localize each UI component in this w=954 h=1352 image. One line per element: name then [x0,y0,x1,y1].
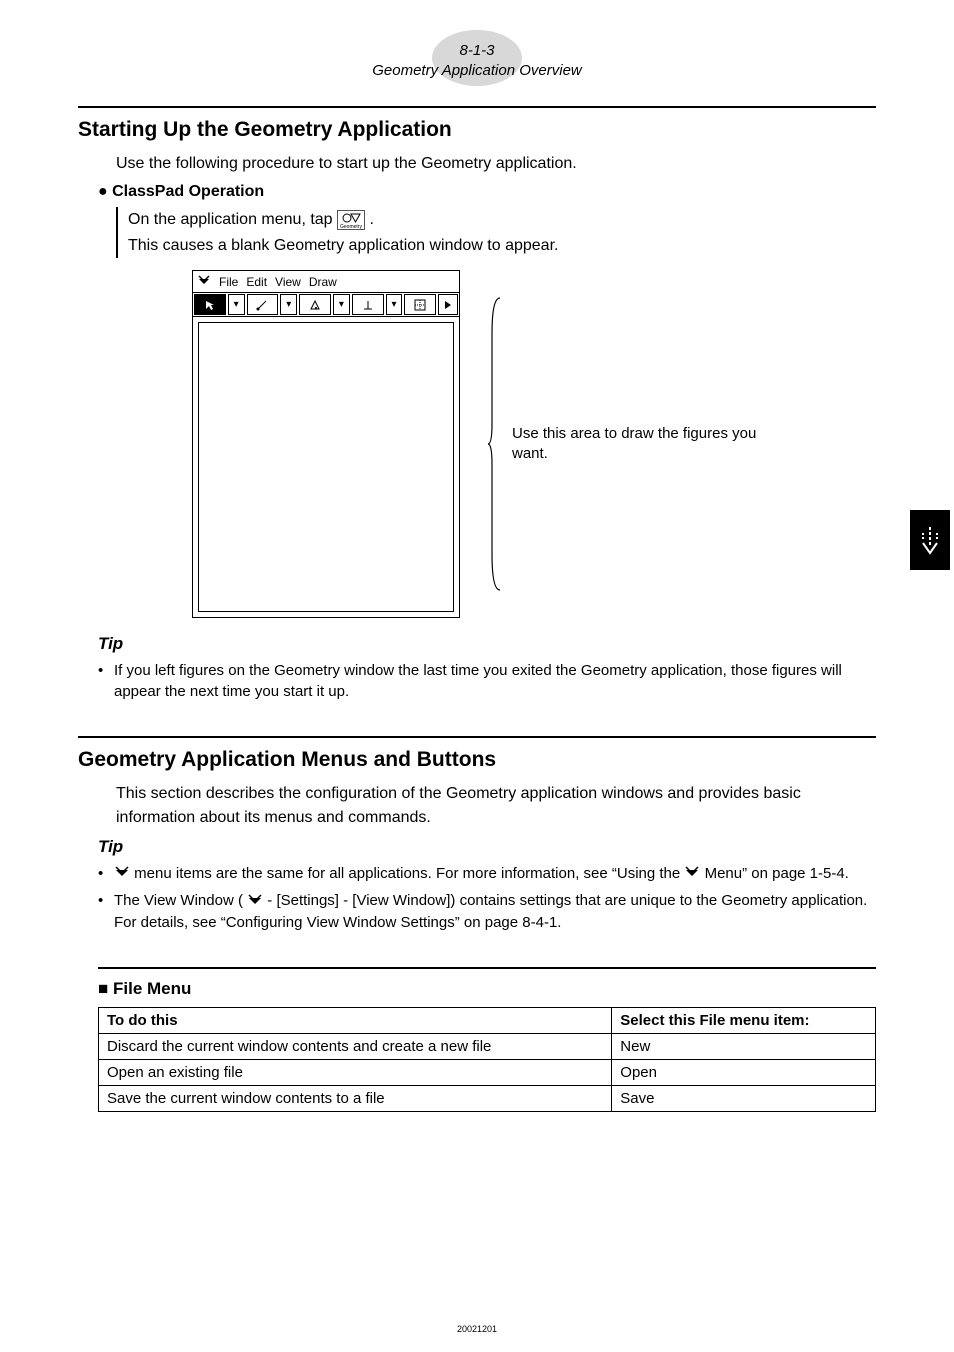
square-bullet: ■ [98,979,113,998]
table-row: Save the current window contents to a fi… [99,1085,876,1111]
toolbar: ▾ ▾ ▾ ▾ [193,293,459,317]
section-rule [78,106,876,108]
tb-arrow-icon[interactable] [194,294,226,315]
header-text: 8-1-3 Geometry Application Overview [78,41,876,80]
menu-file[interactable]: File [219,275,238,289]
settings-menu-icon-inline-2 [684,863,700,884]
tip1-heading: Tip [98,634,876,654]
settings-menu-icon-inline-3 [247,891,263,912]
table-header-row: To do this Select this File menu item: [99,1007,876,1033]
cell-r2c0: Save the current window contents to a fi… [99,1085,612,1111]
section2-intro: This section describes the configuration… [116,782,876,828]
tip2-item-1-body: menu items are the same for all applicat… [114,863,876,885]
app-screenshot: File Edit View Draw ▾ ▾ ▾ ▾ [192,270,460,618]
section-rule-2 [78,736,876,738]
operation-heading-text: ClassPad Operation [112,183,264,200]
tip2-item-2-body: The View Window ( - [Settings] - [View W… [114,890,876,933]
tb-dd-1[interactable]: ▾ [228,294,245,315]
footer-code: 20021201 [0,1324,954,1334]
menu-view[interactable]: View [275,275,301,289]
tb-triangle-icon[interactable] [299,294,331,315]
file-menu-table: To do this Select this File menu item: D… [98,1007,876,1112]
section-number: 8-1-3 [459,42,494,59]
file-menu-heading: ■ File Menu [98,979,876,999]
cell-r2c1: Save [612,1085,876,1111]
cell-r1c1: Open [612,1059,876,1085]
tip2-item-2: • The View Window ( - [Settings] - [View… [98,890,876,933]
figure-caption: Use this area to draw the figures you wa… [512,424,762,465]
col-to-do-this: To do this [99,1007,612,1033]
table-row: Discard the current window contents and … [99,1033,876,1059]
settings-menu-icon-inline-1 [114,863,130,884]
section1-heading: Starting Up the Geometry Application [78,118,876,142]
tb-play-icon[interactable] [438,294,458,315]
cell-r1c0: Open an existing file [99,1059,612,1085]
cell-r0c0: Discard the current window contents and … [99,1033,612,1059]
side-tab [910,510,950,570]
tip2-item1-mid: menu items are the same for all applicat… [134,865,684,882]
tb-perp-icon[interactable] [352,294,384,315]
operation-heading: ● ClassPad Operation [98,183,876,201]
figure-row: File Edit View Draw ▾ ▾ ▾ ▾ [78,270,876,618]
tip2-list: • menu items are the same for all applic… [98,863,876,933]
bullet-dot: • [98,890,114,933]
bullet-dot: • [98,660,114,702]
section-rule-3 [98,967,876,969]
menu-edit[interactable]: Edit [246,275,267,289]
settings-menu-icon[interactable] [197,274,211,289]
tb-dd-3[interactable]: ▾ [333,294,350,315]
section2-heading: Geometry Application Menus and Buttons [78,748,876,772]
cell-r0c1: New [612,1033,876,1059]
menubar: File Edit View Draw [193,271,459,293]
bullet-prefix: ● [98,183,112,200]
page-header: 8-1-3 Geometry Application Overview [78,30,876,80]
tip2-item-1: • menu items are the same for all applic… [98,863,876,885]
drawing-canvas[interactable] [198,322,454,612]
tip2-item1-after: Menu” on page 1-5-4. [705,865,849,882]
geometry-app-icon: Geometry [337,210,365,230]
tip1-list: • If you left figures on the Geometry wi… [98,660,876,702]
brace-icon [486,294,504,594]
col-select-item: Select this File menu item: [612,1007,876,1033]
tb-grid-icon[interactable] [404,294,436,315]
svg-text:Geometry: Geometry [340,224,362,229]
op1-before: On the application menu, tap [128,211,337,228]
bullet-dot: • [98,863,114,885]
menu-draw[interactable]: Draw [309,275,337,289]
figure-caption-wrap: Use this area to draw the figures you wa… [486,294,762,594]
operation-block: On the application menu, tap Geometry . … [116,207,876,258]
tb-dd-2[interactable]: ▾ [280,294,297,315]
tip1-item-1-text: If you left figures on the Geometry wind… [114,660,876,702]
tb-dd-4[interactable]: ▾ [386,294,403,315]
section-title: Geometry Application Overview [372,62,582,79]
tip2-heading: Tip [98,837,876,857]
tip2-item2-before: The View Window ( [114,892,243,909]
op1-after: . [369,211,373,228]
table-row: Open an existing file Open [99,1059,876,1085]
tip1-item-1: • If you left figures on the Geometry wi… [98,660,876,702]
file-menu-heading-text: File Menu [113,979,191,998]
tb-line-icon[interactable] [247,294,279,315]
section1-intro: Use the following procedure to start up … [116,152,876,175]
operation-line-2: This causes a blank Geometry application… [128,233,876,259]
down-arrow-icon [917,525,943,555]
operation-line-1: On the application menu, tap Geometry . [128,207,876,233]
